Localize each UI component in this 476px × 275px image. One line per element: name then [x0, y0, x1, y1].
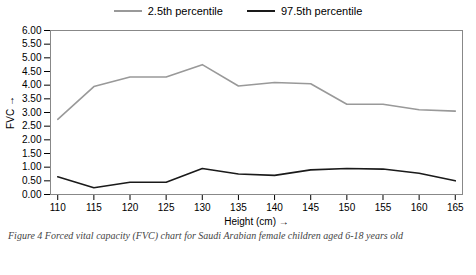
svg-text:150: 150	[339, 202, 356, 213]
svg-text:160: 160	[411, 202, 428, 213]
svg-text:0.50: 0.50	[22, 175, 42, 186]
svg-text:FVC →: FVC →	[5, 96, 16, 129]
svg-text:125: 125	[158, 202, 175, 213]
svg-text:4.00: 4.00	[22, 79, 42, 90]
svg-text:3.50: 3.50	[22, 93, 42, 104]
svg-text:110: 110	[50, 202, 66, 213]
svg-text:3.00: 3.00	[22, 107, 42, 118]
svg-text:Height (cm) →: Height (cm) →	[224, 216, 288, 227]
svg-text:5.00: 5.00	[22, 52, 42, 63]
html-text:Figure 4 Forced vital capacity: Figure 4 Forced vital capacity (FVC) cha…	[8, 230, 403, 241]
svg-text:135: 135	[230, 202, 247, 213]
svg-text:6.00: 6.00	[22, 25, 42, 36]
svg-text:2.00: 2.00	[22, 134, 42, 145]
svg-text:120: 120	[122, 202, 139, 213]
svg-text:130: 130	[194, 202, 211, 213]
svg-text:5.50: 5.50	[22, 38, 42, 49]
svg-text:165: 165	[447, 202, 464, 213]
svg-text:1.00: 1.00	[22, 161, 42, 172]
svg-text:0.00: 0.00	[22, 189, 42, 200]
html-text:97.5th percentile: 97.5th percentile	[280, 5, 363, 17]
svg-text:1.50: 1.50	[22, 148, 42, 159]
svg-text:4.50: 4.50	[22, 66, 42, 77]
svg-text:115: 115	[86, 202, 102, 213]
html-text:2.5th percentile: 2.5th percentile	[147, 5, 223, 17]
svg-text:140: 140	[266, 202, 283, 213]
svg-text:2.50: 2.50	[22, 120, 42, 131]
svg-text:145: 145	[302, 202, 319, 213]
svg-text:155: 155	[375, 202, 392, 213]
